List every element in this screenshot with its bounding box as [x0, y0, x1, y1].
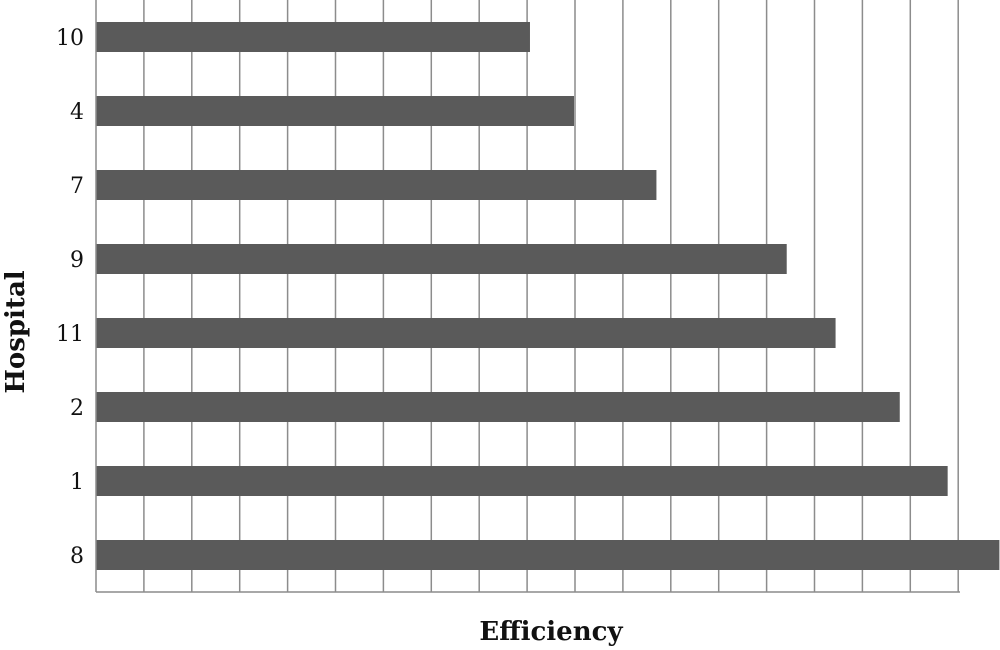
bar-hospital-2 [96, 392, 900, 422]
category-label: 11 [56, 322, 84, 347]
category-label: 9 [70, 248, 84, 273]
bar-hospital-11 [96, 318, 836, 348]
bar-hospital-4 [96, 96, 575, 126]
category-label: 4 [70, 100, 84, 125]
category-label: 2 [70, 396, 84, 421]
category-label: 10 [56, 26, 84, 51]
category-label: 8 [70, 544, 84, 569]
category-label: 7 [70, 174, 84, 199]
y-axis-title: Hospital [1, 270, 31, 393]
bar-hospital-1 [96, 466, 948, 496]
bar-hospital-9 [96, 244, 787, 274]
bar-hospital-8 [96, 540, 1000, 570]
x-axis-title: Efficiency [479, 617, 623, 647]
category-label: 1 [70, 470, 84, 495]
bars [96, 22, 1000, 570]
category-labels: 10 4 7 9 11 2 1 8 [56, 26, 84, 569]
bar-hospital-10 [96, 22, 530, 52]
gridlines [143, 0, 959, 592]
bar-hospital-7 [96, 170, 657, 200]
